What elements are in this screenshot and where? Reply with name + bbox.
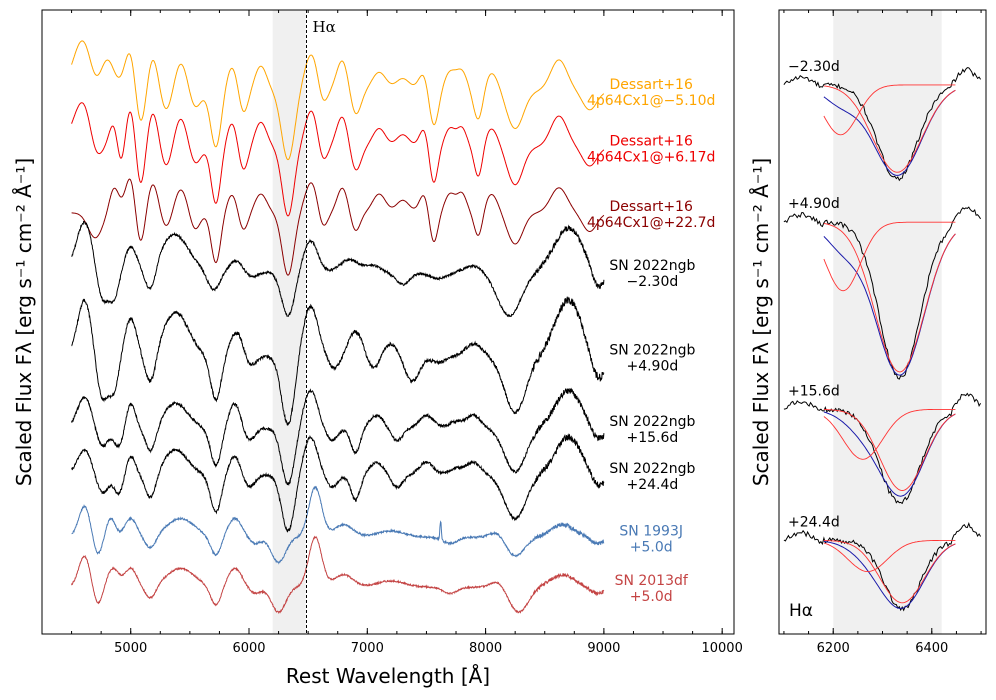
halpha-line-label: Hα: [312, 18, 335, 36]
spectrum-line-3: [71, 220, 605, 318]
halpha-fit-series-group: [783, 67, 982, 612]
halpha-component-a-2: [823, 408, 956, 460]
halpha-fit-shaded-band: [833, 10, 942, 634]
fit-x-tick-label: 6200: [817, 641, 850, 656]
x-tick-label: 9000: [587, 641, 620, 656]
fit-x-axis-ticks: 6200 6400: [783, 10, 982, 656]
spectra-series-group: [71, 40, 605, 615]
y-axis-label: Scaled Flux Fλ [erg s⁻¹ cm⁻² Å⁻¹]: [12, 158, 36, 486]
spectrum-line-2: [71, 178, 605, 276]
series-label-5-0: SN 2022ngb: [609, 414, 695, 430]
halpha-observed-1: [783, 206, 982, 380]
series-label-8-1: +5.0d: [630, 589, 673, 605]
epoch-label-1: +4.90d: [788, 196, 840, 212]
halpha-component-a-3: [823, 539, 956, 573]
halpha-component-b-1: [823, 223, 956, 373]
spectrum-line-7: [71, 485, 605, 565]
x-tick-label: 5000: [114, 641, 147, 656]
halpha-fit-panel: −2.30d +4.90d +15.6d +24.4d Hα 6200 6400 Sca…: [749, 9, 987, 656]
series-label-0-1: 4p64Cx1@−5.10d: [587, 93, 715, 109]
epoch-label-3: +24.4d: [788, 514, 840, 530]
main-spectra-panel: Hα Dessart+164p64Cx1@−5.10dDessart+164p6…: [12, 9, 743, 688]
halpha-component-b-2: [823, 409, 956, 491]
x-tick-label: 8000: [469, 641, 502, 656]
spectrum-line-8: [71, 535, 605, 615]
series-label-2-1: 4p64Cx1@+22.7d: [587, 215, 715, 231]
series-label-0-0: Dessart+16: [610, 77, 693, 93]
epoch-label-2: +15.6d: [788, 383, 840, 399]
halpha-observed-3: [783, 522, 982, 612]
halpha-corner-label: Hα: [789, 601, 813, 621]
halpha-component-b-3: [823, 540, 956, 604]
series-label-4-0: SN 2022ngb: [609, 342, 695, 358]
x-axis-ticks: 5000 6000 7000 8000 9000 10000: [71, 10, 743, 656]
series-labels-group: Dessart+164p64Cx1@−5.10dDessart+164p64Cx…: [587, 77, 715, 605]
x-axis-label: Rest Wavelength [Å]: [286, 664, 490, 688]
series-label-1-1: 4p64Cx1@+6.17d: [587, 149, 715, 165]
halpha-shaded-band: [272, 10, 306, 634]
spectrum-line-6: [71, 433, 605, 533]
fit-y-axis-label: Scaled Flux Fλ [erg s⁻¹ cm⁻² Å⁻¹]: [749, 158, 773, 486]
fit-x-tick-label: 6400: [915, 641, 948, 656]
series-label-7-1: +5.0d: [630, 539, 673, 555]
spectrum-line-0: [71, 40, 605, 161]
epoch-label-0: −2.30d: [788, 59, 840, 75]
series-label-8-0: SN 2013df: [615, 573, 689, 589]
halpha-component-b-0: [823, 85, 956, 173]
spectrum-line-4: [71, 296, 605, 427]
spectrum-line-1: [71, 102, 605, 217]
x-tick-label: 7000: [351, 641, 384, 656]
main-axes-frame: [41, 9, 735, 635]
halpha-fit-3: [823, 540, 956, 610]
halpha-observed-2: [783, 392, 982, 505]
series-label-1-0: Dessart+16: [610, 133, 693, 149]
halpha-component-a-1: [823, 221, 956, 292]
x-tick-label: 10000: [701, 641, 742, 656]
halpha-component-a-0: [823, 84, 956, 136]
series-label-3-0: SN 2022ngb: [609, 258, 695, 274]
epoch-labels-group: −2.30d +4.90d +15.6d +24.4d: [788, 59, 840, 531]
spectrum-line-5: [71, 387, 605, 487]
halpha-observed-0: [783, 67, 982, 182]
series-label-2-0: Dessart+16: [610, 199, 693, 215]
x-tick-label: 6000: [232, 641, 265, 656]
series-label-6-1: +24.4d: [626, 477, 678, 493]
series-label-4-1: +4.90d: [626, 358, 678, 374]
series-label-7-0: SN 1993J: [619, 523, 683, 539]
series-label-5-1: +15.6d: [626, 430, 678, 446]
series-label-3-1: −2.30d: [626, 274, 678, 290]
series-label-6-0: SN 2022ngb: [609, 461, 695, 477]
